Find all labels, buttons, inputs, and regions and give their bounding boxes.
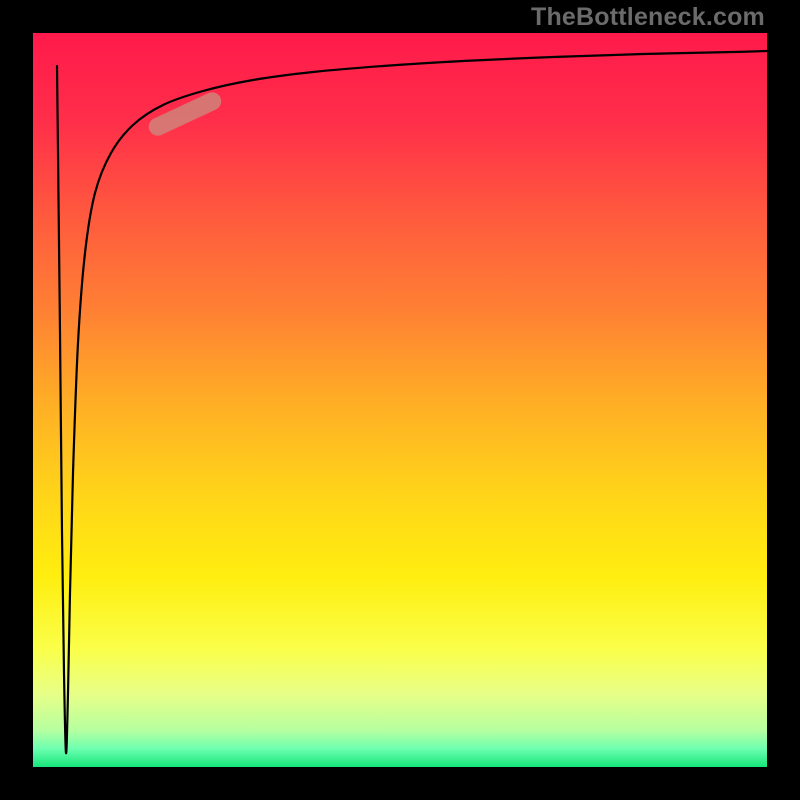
frame-right: [767, 0, 800, 800]
frame-bottom: [0, 767, 800, 800]
frame-left: [0, 0, 33, 800]
background-gradient: [33, 33, 767, 767]
plot-area: [33, 33, 767, 767]
chart-root: TheBottleneck.com: [0, 0, 800, 800]
watermark-text: TheBottleneck.com: [531, 3, 765, 32]
